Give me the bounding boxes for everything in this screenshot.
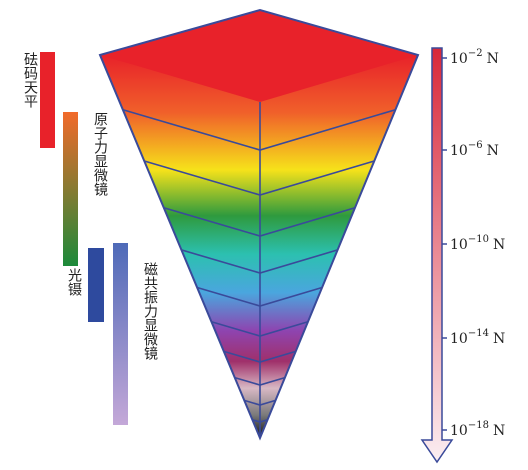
scale-base: 10 (450, 423, 468, 439)
range-bar (113, 243, 128, 425)
scale-unit: N (487, 51, 499, 67)
scale-label: 10−18 N (450, 420, 505, 439)
scale-label: 10−14 N (450, 328, 505, 347)
range-bar (88, 248, 104, 322)
range-bar (40, 52, 55, 148)
scale-unit: N (493, 331, 505, 347)
instrument-label: 砝码天平 (22, 52, 38, 108)
instrument-label: 光镊 (66, 268, 82, 296)
scale-base: 10 (450, 51, 468, 67)
instrument-label: 磁共振力显微镜 (142, 262, 158, 361)
instrument-label: 原子力显微镜 (92, 112, 108, 197)
scale-exponent: −18 (468, 420, 489, 431)
scale-label: 10−6 N (450, 140, 499, 159)
diagram: 砝码天平 原子力显微镜 光镊 磁共振力显微镜 10−2N10−6N10−10N1… (0, 0, 528, 470)
range-bar (63, 112, 78, 266)
scale-label: 10−2 N (450, 48, 499, 67)
scale-unit: N (493, 423, 505, 439)
scale-base: 10 (450, 143, 468, 159)
scale-exponent: −2 (468, 48, 483, 59)
scale-exponent: −14 (468, 328, 489, 339)
scale-exponent: −6 (468, 140, 483, 151)
scale-exponent: −10 (468, 234, 489, 245)
scale-label: 10−10 N (450, 234, 505, 253)
scale-unit: N (493, 237, 505, 253)
scale-arrow (422, 48, 452, 462)
scale-base: 10 (450, 237, 468, 253)
scale-base: 10 (450, 331, 468, 347)
scale-unit: N (487, 143, 499, 159)
